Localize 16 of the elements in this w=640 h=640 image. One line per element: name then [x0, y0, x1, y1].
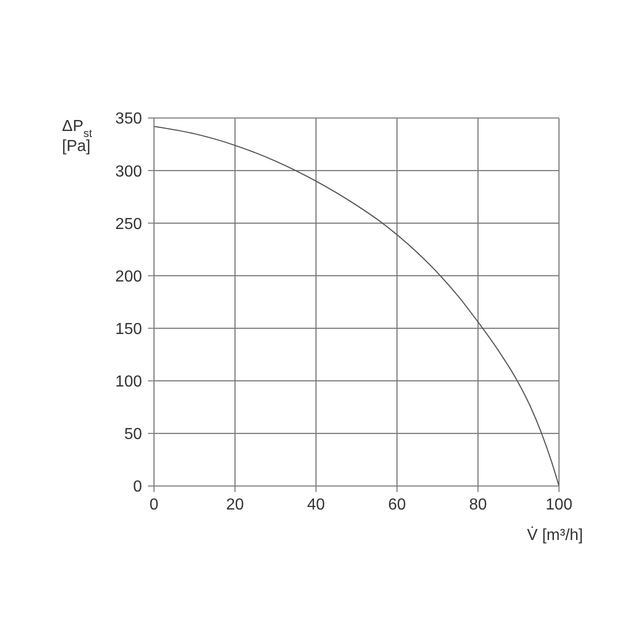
x-tick-label: 0 [150, 496, 159, 514]
x-tick-label: 60 [388, 496, 406, 514]
y-tick-label: 0 [133, 478, 142, 496]
y-tick-label: 100 [115, 374, 142, 391]
x-axis-title: V̇ [m³/h] [526, 526, 583, 544]
x-tick-label: 100 [546, 496, 572, 514]
y-tick-label: 300 [115, 163, 142, 180]
y-tick-label: 50 [124, 426, 142, 444]
x-tick-label: 40 [307, 496, 325, 514]
y-tick-label: 350 [115, 110, 142, 128]
y-tick-label: 250 [115, 216, 142, 233]
x-tick-label: 80 [469, 496, 487, 514]
y-tick-label: 150 [115, 320, 142, 338]
y-tick-label: 200 [115, 268, 142, 286]
x-tick-label: 20 [226, 496, 244, 514]
y-axis-title: ΔP$_{st}$ [Pa] [62, 118, 93, 155]
